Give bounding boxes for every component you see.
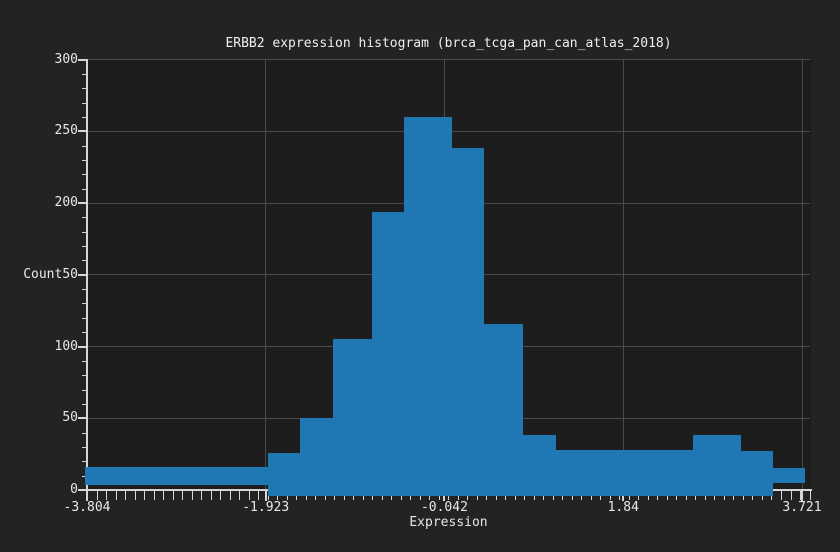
histogram-bar — [300, 418, 333, 497]
x-minor-tick — [248, 490, 250, 500]
x-minor-tick — [790, 490, 792, 500]
x-minor-tick — [239, 490, 241, 500]
histogram-bar — [523, 435, 556, 497]
y-minor-tick — [82, 317, 87, 319]
y-minor-tick — [82, 102, 87, 104]
y-tick-label: 50 — [62, 410, 78, 426]
y-minor-tick — [82, 403, 87, 405]
x-tick-label: 3.721 — [782, 500, 822, 515]
x-minor-tick — [229, 490, 231, 500]
y-minor-tick — [82, 375, 87, 377]
y-minor-tick — [82, 217, 87, 219]
x-tick-label: -0.042 — [420, 500, 468, 515]
x-minor-tick — [87, 490, 89, 500]
x-minor-tick — [191, 490, 193, 500]
x-minor-tick — [134, 490, 136, 500]
y-minor-tick — [82, 303, 87, 305]
y-minor-tick — [82, 188, 87, 190]
y-minor-tick — [82, 446, 87, 448]
histogram-bar — [451, 148, 484, 497]
x-minor-tick — [115, 490, 117, 500]
x-minor-tick — [144, 490, 146, 500]
x-tick-label: -3.804 — [63, 500, 111, 515]
x-minor-tick — [258, 490, 260, 500]
y-minor-tick — [82, 231, 87, 233]
y-axis-spine — [86, 59, 88, 491]
y-minor-tick — [82, 174, 87, 176]
x-minor-tick — [163, 490, 165, 500]
y-tick-label: 300 — [54, 51, 78, 67]
x-gridline — [801, 59, 803, 490]
x-gridline — [622, 59, 624, 490]
y-major-tick — [78, 202, 87, 204]
x-major-tick — [264, 490, 267, 501]
x-minor-tick — [220, 490, 222, 500]
y-tick-label: 100 — [54, 338, 78, 354]
y-minor-tick — [82, 289, 87, 291]
x-minor-tick — [781, 490, 782, 500]
histogram-bar — [268, 452, 301, 497]
x-minor-tick — [210, 490, 212, 500]
y-tick-label: 200 — [54, 195, 78, 210]
histogram-bar — [692, 435, 741, 497]
x-tick-label: 1.84 — [607, 500, 639, 515]
y-major-tick — [78, 130, 87, 133]
y-major-tick — [78, 58, 87, 61]
histogram-bar — [371, 211, 405, 497]
histogram-bar — [332, 339, 372, 497]
x-gridline — [265, 59, 267, 490]
x-minor-tick — [153, 490, 155, 500]
y-tick-label: 250 — [54, 123, 78, 139]
y-minor-tick — [82, 159, 87, 161]
histogram-bar — [84, 467, 269, 485]
x-minor-tick — [182, 490, 184, 500]
histogram-bar — [483, 323, 524, 497]
y-minor-tick — [82, 389, 87, 391]
y-tick-label: 0 — [70, 482, 78, 497]
histogram-bar — [404, 116, 452, 497]
y-minor-tick — [82, 246, 87, 248]
x-minor-tick — [96, 490, 98, 500]
histogram-bar — [555, 449, 693, 497]
x-minor-tick — [125, 490, 127, 500]
x-major-tick — [86, 490, 88, 501]
x-tick-label: -1.923 — [242, 500, 290, 515]
y-minor-tick — [82, 145, 87, 147]
x-axis-label: Expression — [409, 515, 488, 530]
y-minor-tick — [82, 116, 87, 118]
x-minor-tick — [809, 490, 811, 500]
x-minor-tick — [800, 490, 801, 500]
y-major-tick — [78, 489, 87, 491]
y-minor-tick — [82, 260, 87, 262]
chart-title: ERBB2 expression histogram (brca_tcga_pa… — [225, 36, 672, 51]
x-minor-tick — [106, 490, 108, 500]
x-major-tick — [801, 490, 803, 501]
y-gridline — [87, 59, 810, 60]
y-minor-tick — [82, 461, 87, 463]
y-tick-label: Count50 — [23, 266, 78, 282]
y-minor-tick — [82, 432, 87, 434]
y-minor-tick — [82, 88, 87, 90]
x-minor-tick — [201, 490, 203, 500]
y-major-tick — [78, 345, 87, 348]
y-minor-tick — [82, 475, 87, 477]
y-minor-tick — [82, 360, 87, 362]
histogram-bar — [772, 468, 805, 484]
x-minor-tick — [172, 490, 174, 500]
y-major-tick — [78, 417, 87, 420]
y-major-tick — [78, 273, 87, 276]
y-minor-tick — [82, 73, 87, 75]
histogram-bar — [740, 451, 773, 497]
y-minor-tick — [82, 332, 87, 334]
